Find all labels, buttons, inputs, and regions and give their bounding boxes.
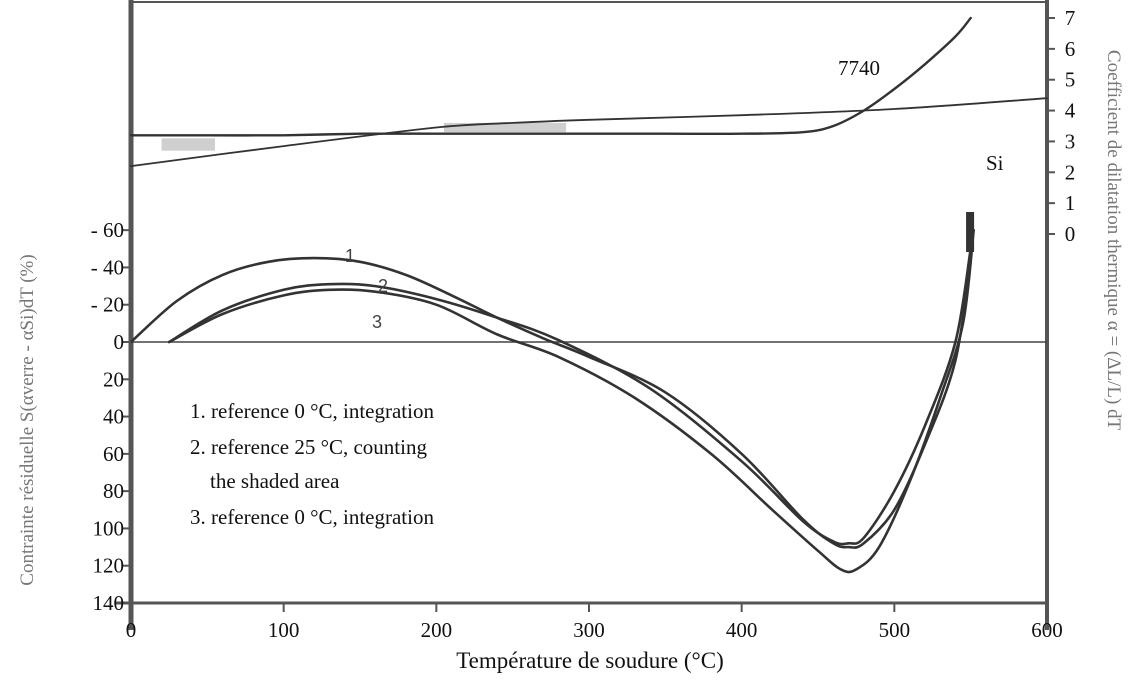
curve-number-1: 1: [345, 246, 355, 266]
annotation-7740: 7740: [838, 56, 880, 80]
x-tick-label-400: 400: [726, 618, 758, 642]
curves: [129, 16, 1048, 574]
curve-number-2: 2: [378, 276, 388, 296]
y-left-tick-label-3: 0: [114, 330, 125, 354]
y-left-tick-label-2: - 20: [91, 293, 124, 317]
y-right-tick-label-6: 6: [1065, 37, 1076, 61]
y-right-tick-label-0: 0: [1065, 222, 1076, 246]
curve-number-3: 3: [372, 312, 382, 332]
y-left-tick-label-5: 40: [103, 405, 124, 429]
y-axis-title-left: Contrainte résiduelle S(αverre - αSi)dT …: [17, 254, 38, 585]
series-line-si: [130, 97, 1048, 167]
y-left-tick-label-7: 80: [103, 479, 124, 503]
x-axis-title: Température de soudure (°C): [456, 648, 724, 673]
tick-labels: 0 100 200 300 400 500 600- 60- 40- 20020406080…: [91, 6, 1076, 642]
x-tick-label-0: 0: [126, 618, 137, 642]
y-right-tick-label-3: 3: [1065, 129, 1076, 153]
x-tick-label-200: 200: [421, 618, 453, 642]
y-left-tick-label-1: - 40: [91, 255, 124, 279]
series-line-3: [167, 228, 975, 574]
y-right-tick-label-4: 4: [1065, 99, 1076, 123]
series-line-7740: [129, 16, 972, 137]
annotation-si: Si: [986, 151, 1004, 175]
legend-line-3: the shaded area: [210, 469, 340, 493]
shaded-areas: [161, 122, 567, 151]
x-tick-label-300: 300: [573, 618, 605, 642]
y-right-tick-label-7: 7: [1065, 6, 1076, 30]
y-right-tick-label-1: 1: [1065, 191, 1076, 215]
series-line-1: [129, 256, 972, 549]
x-tick-label-100: 100: [268, 618, 300, 642]
y-left-tick-label-0: - 60: [91, 218, 124, 242]
x-tick-label-500: 500: [879, 618, 911, 642]
axes: [116, 0, 1049, 630]
legend-line-1: 1. reference 0 °C, integration: [190, 399, 434, 423]
legend-line-4: 3. reference 0 °C, integration: [190, 505, 434, 529]
y-left-tick-label-6: 60: [103, 442, 124, 466]
y-left-tick-label-4: 20: [103, 367, 124, 391]
y-left-tick-label-10: 140: [93, 591, 125, 615]
y-right-tick-label-2: 2: [1065, 160, 1076, 184]
y-right-tick-label-5: 5: [1065, 68, 1076, 92]
series-line-2: [167, 247, 972, 546]
legend-line-2: 2. reference 25 °C, counting: [190, 435, 427, 459]
x-tick-label-600: 600: [1031, 618, 1063, 642]
y-axis-title-right: Coefficient de dilatation thermique α = …: [1103, 50, 1124, 431]
shaded-area-1: [161, 138, 215, 151]
y-left-tick-label-8: 100: [93, 516, 125, 540]
curve-end-marker: [966, 212, 975, 252]
shaded-area-2: [443, 122, 567, 133]
y-left-tick-label-9: 120: [93, 554, 125, 578]
